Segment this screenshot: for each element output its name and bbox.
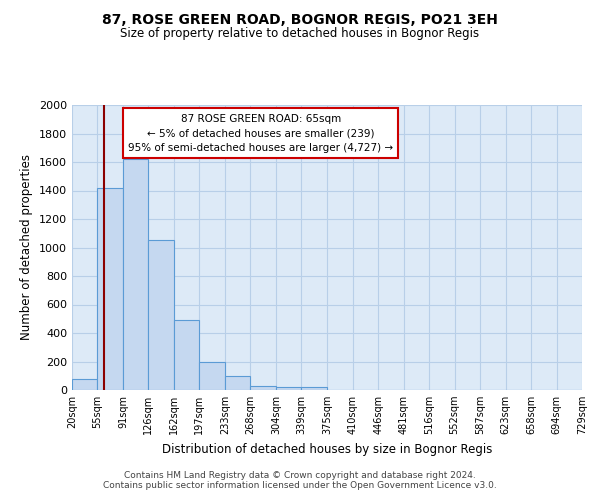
Y-axis label: Number of detached properties: Number of detached properties xyxy=(20,154,34,340)
Bar xyxy=(148,240,174,390)
Bar xyxy=(97,188,123,390)
Bar xyxy=(123,159,148,390)
Bar xyxy=(301,387,328,390)
Text: Distribution of detached houses by size in Bognor Regis: Distribution of detached houses by size … xyxy=(162,442,492,456)
Text: Contains HM Land Registry data © Crown copyright and database right 2024.
Contai: Contains HM Land Registry data © Crown c… xyxy=(103,470,497,490)
Bar xyxy=(276,387,301,390)
Bar xyxy=(72,378,97,390)
Bar xyxy=(174,320,199,390)
Bar xyxy=(225,376,250,390)
Text: 87, ROSE GREEN ROAD, BOGNOR REGIS, PO21 3EH: 87, ROSE GREEN ROAD, BOGNOR REGIS, PO21 … xyxy=(102,12,498,26)
Bar xyxy=(199,362,225,390)
Text: 87 ROSE GREEN ROAD: 65sqm
← 5% of detached houses are smaller (239)
95% of semi-: 87 ROSE GREEN ROAD: 65sqm ← 5% of detach… xyxy=(128,114,393,153)
Bar xyxy=(250,386,276,390)
Text: Size of property relative to detached houses in Bognor Regis: Size of property relative to detached ho… xyxy=(121,28,479,40)
